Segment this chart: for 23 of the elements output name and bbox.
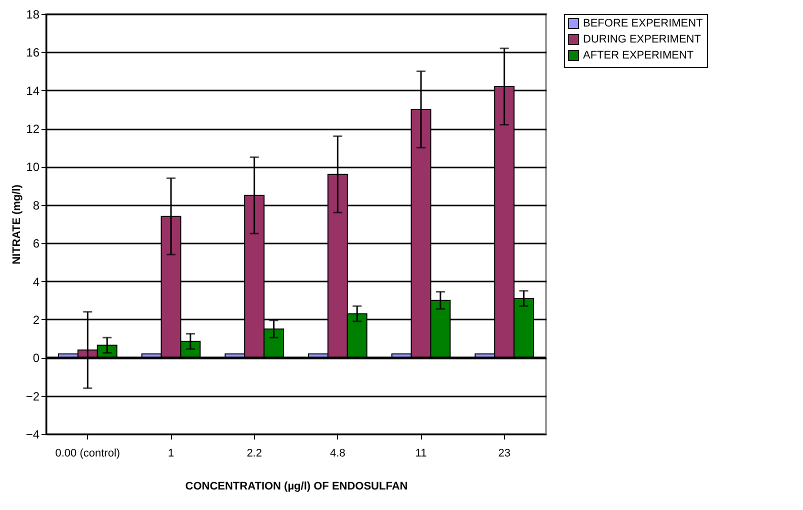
y-axis-title: NITRATE (mg/l): [10, 184, 23, 264]
y-tick-label: 0: [32, 351, 40, 366]
legend-label: AFTER EXPERIMENT: [583, 50, 694, 62]
x-axis-title: CONCENTRATION (µg/l) OF ENDOSULFAN: [185, 480, 408, 492]
y-tick-label: 14: [26, 84, 40, 98]
y-tick-label: 6: [32, 236, 40, 251]
y-tick-label: 10: [26, 160, 40, 174]
y-tick-label: 2: [32, 312, 40, 327]
x-tick-label: 11: [415, 448, 427, 460]
y-tick-label: 8: [32, 198, 40, 212]
x-tick-label: 23: [498, 448, 510, 460]
x-tick-label: 2.2: [246, 448, 262, 460]
y-tick-label: −4: [26, 428, 40, 442]
y-tick-label: 12: [26, 122, 40, 136]
y-tick-label: 4: [32, 274, 40, 289]
x-tick-label: 0.00 (control): [55, 448, 120, 460]
legend-label: DURING EXPERIMENT: [583, 34, 702, 46]
y-tick-label: 18: [26, 8, 40, 22]
x-tick-label: 1: [168, 448, 174, 460]
legend-label: BEFORE EXPERIMENT: [583, 18, 704, 30]
y-tick-label: −2: [26, 389, 40, 404]
x-tick-label: 4.8: [330, 448, 346, 460]
y-tick-label: 16: [26, 46, 40, 60]
